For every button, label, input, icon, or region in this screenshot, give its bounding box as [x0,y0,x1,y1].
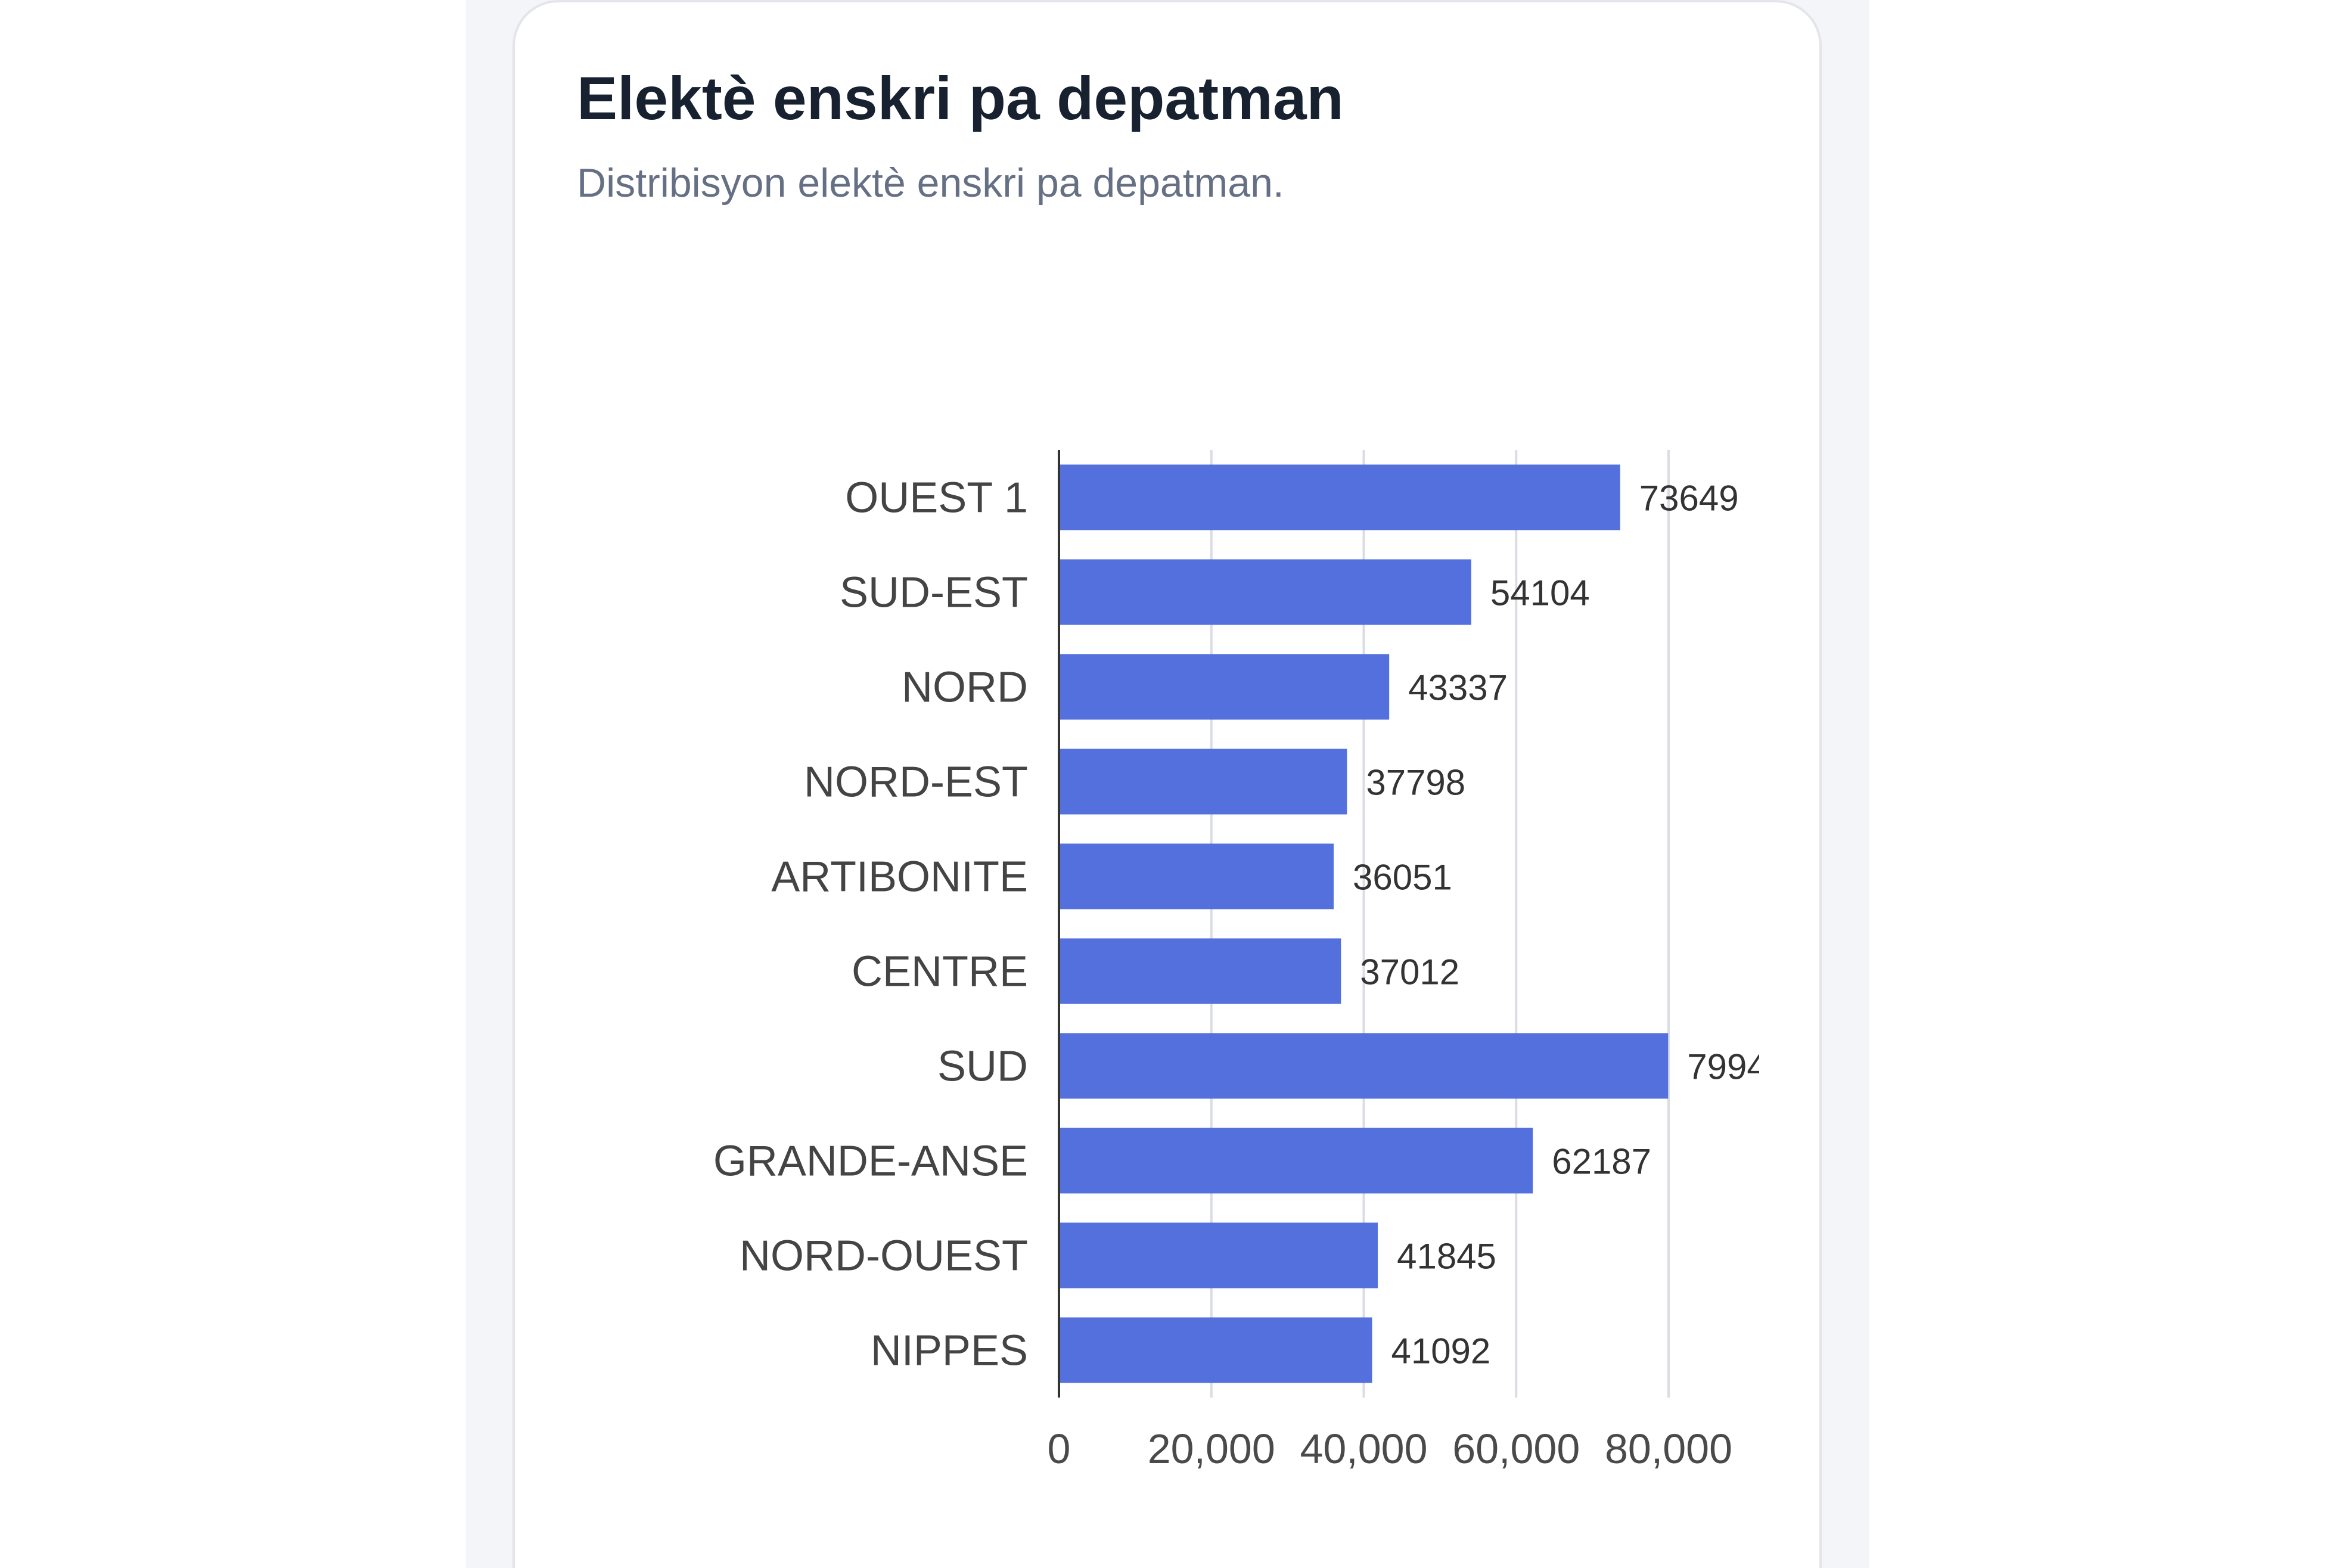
y-tick-label: NORD [902,664,1028,712]
bar [1059,1128,1533,1194]
value-label: 62187 [1552,1142,1651,1182]
bar [1059,1033,1669,1099]
y-tick-label: SUD-EST [840,569,1028,617]
plot: 0 20,000 40,000 60,000 80,000 73649 54104 43337… [713,450,1787,1472]
bar [1059,559,1471,625]
value-label: 43337 [1408,668,1508,708]
bar [1059,1222,1378,1288]
bar [1059,749,1347,815]
value-labels: 73649 54104 43337 37798 36051 37012 79940 62187… [1353,479,1787,1371]
y-tick-label: NORD-OUEST [740,1232,1028,1280]
chart-subtitle: Distribisyon elektè enskri pa depatman. [577,160,1284,206]
y-tick-label: SUD [937,1043,1028,1091]
chart-title: Elektè enskri pa depatman [577,64,1344,132]
bar [1059,938,1341,1004]
x-tick-label: 20,000 [1148,1426,1275,1472]
y-tick-label: CENTRE [852,948,1028,996]
value-label: 36051 [1353,858,1452,898]
y-tick-label: GRANDE-ANSE [713,1138,1028,1185]
value-label: 37798 [1366,763,1465,803]
y-tick-label: NIPPES [871,1327,1028,1375]
value-label: 73649 [1639,479,1739,518]
bar [1059,843,1334,909]
x-tick-label: 0 [1048,1426,1071,1472]
value-label: 41092 [1391,1331,1490,1371]
x-tick-label: 80,000 [1605,1426,1732,1472]
y-tick-label: ARTIBONITE [771,853,1028,901]
value-label: 41845 [1397,1237,1496,1277]
x-tick-label: 40,000 [1300,1426,1427,1472]
value-label: 37012 [1360,952,1459,992]
value-label: 79940 [1687,1047,1787,1087]
y-tick-label: OUEST 1 [845,474,1028,522]
bar [1059,464,1620,530]
bar [1059,1317,1372,1383]
bar [1059,654,1390,720]
value-label: 54104 [1490,573,1590,613]
x-tick-label: 60,000 [1452,1426,1580,1472]
y-tick-label: NORD-EST [804,759,1028,806]
